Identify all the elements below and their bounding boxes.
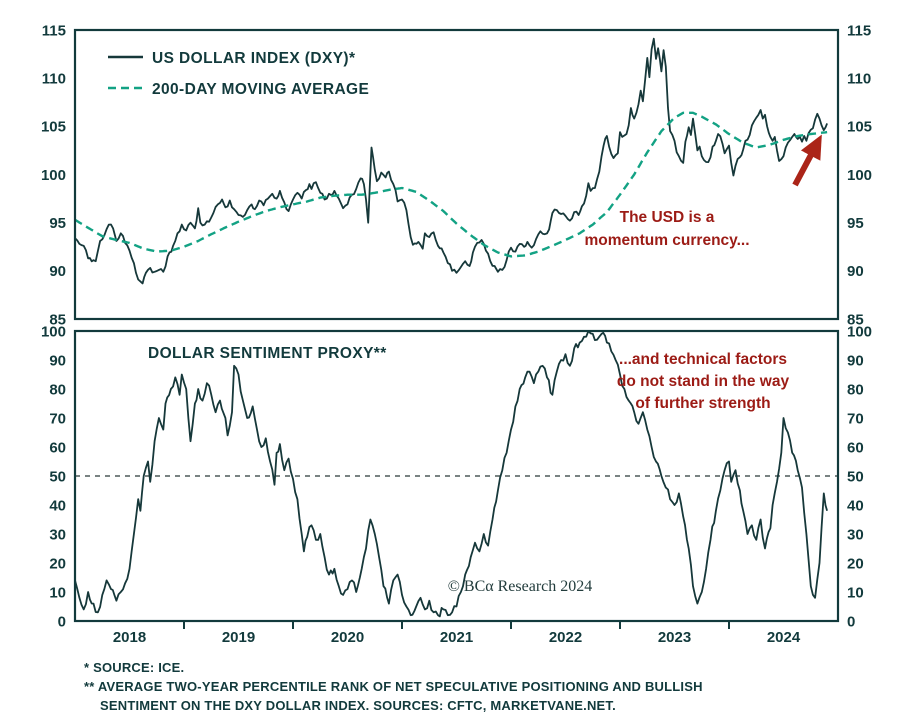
y-axis-label-left: 110 [42,70,66,87]
y-axis-label-left: 90 [49,352,66,369]
y-axis-label-right: 10 [847,584,864,601]
y-axis-label-right: 60 [847,439,864,456]
y-axis-label-left: 90 [49,263,66,280]
legend-ma-label: 200-DAY MOVING AVERAGE [152,81,369,98]
x-axis-label-2018: 2018 [113,629,146,646]
bottom-panel-title: DOLLAR SENTIMENT PROXY** [148,345,387,362]
top-annotation-line-1: The USD is a [620,209,715,226]
footnote-sentiment-sources: SENTIMENT ON THE DXY DOLLAR INDEX. SOURC… [100,697,616,713]
y-axis-label-right: 20 [847,555,864,572]
y-axis-label-left: 10 [49,584,66,601]
y-axis-label-left: 105 [41,119,66,136]
y-axis-label-right: 105 [847,119,872,136]
x-axis-label-2021: 2021 [440,629,473,646]
legend-dxy-label: US DOLLAR INDEX (DXY)* [152,50,356,67]
y-axis-label-right: 90 [847,352,864,369]
generated-chart-layers: 85 85 90 90 95 95 100 100 105 105 110 110 115 115 0 0 10… [41,22,872,646]
y-axis-label-left: 85 [49,311,66,328]
y-axis-label-right: 50 [847,468,864,485]
dxy-line [75,37,828,285]
x-axis-label-2024: 2024 [767,629,801,646]
y-axis-label-right: 80 [847,381,864,398]
y-axis-label-left: 20 [49,555,66,572]
x-axis-label-2019: 2019 [222,629,255,646]
y-axis-label-left: 0 [58,613,66,630]
panel-plot-area [75,37,828,285]
bottom-annotation-line-2: do not stand in the way [617,373,790,390]
y-axis-label-left: 95 [49,215,66,232]
y-axis-label-left: 50 [49,468,66,485]
y-axis-label-left: 40 [49,497,66,514]
y-axis-label-left: 100 [41,167,66,184]
y-axis-label-right: 100 [847,167,872,184]
bottom-annotation-line-1: ...and technical factors [619,351,787,368]
y-axis-label-left: 100 [41,323,66,340]
panel-plot-area [75,331,838,618]
y-axis-label-right: 95 [847,215,864,232]
y-axis-label-right: 30 [847,526,864,543]
y-axis-label-right: 90 [847,263,864,280]
footnote-sentiment-definition: ** AVERAGE TWO-YEAR PERCENTILE RANK OF N… [84,678,703,694]
x-axis-label-2022: 2022 [549,629,582,646]
y-axis-label-right: 115 [847,22,871,39]
footnotes: * SOURCE: ICE. ** AVERAGE TWO-YEAR PERCE… [84,659,912,715]
ma-200d-line [75,111,828,258]
panel-border [73,28,840,321]
panel-border [73,329,840,623]
copyright-notice: © BCα Research 2024 [448,578,593,595]
y-axis-label-left: 60 [49,439,66,456]
y-axis-label-right: 100 [847,323,872,340]
y-axis-label-left: 70 [49,410,66,427]
x-axis-label-2023: 2023 [658,629,691,646]
y-axis-label-right: 0 [847,613,855,630]
x-axis-label-2020: 2020 [331,629,364,646]
bottom-annotation-line-3: of further strength [635,395,770,412]
y-axis-label-right: 110 [847,70,871,87]
y-axis-label-left: 30 [49,526,66,543]
y-axis-label-right: 85 [847,311,864,328]
y-axis-label-left: 115 [42,22,66,39]
y-axis-label-right: 40 [847,497,864,514]
y-axis-label-left: 80 [49,381,66,398]
y-axis-label-right: 70 [847,410,864,427]
sentiment-line [75,331,828,618]
footnote-source-ice: * SOURCE: ICE. [84,660,185,675]
momentum-arrow-icon [792,134,822,187]
top-annotation-line-2: momentum currency... [584,232,749,249]
chart-canvas: 85 85 90 90 95 95 100 100 105 105 110 110 115 115 0 0 10… [41,22,872,646]
